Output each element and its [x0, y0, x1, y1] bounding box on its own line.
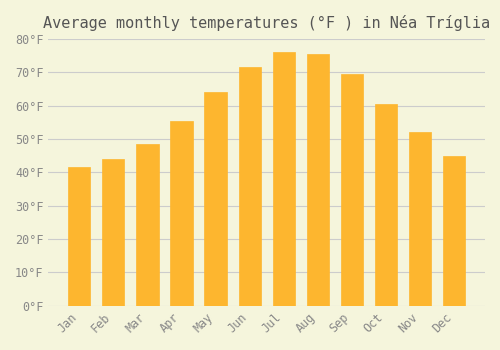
Bar — [68, 167, 90, 306]
Bar — [170, 121, 192, 306]
Bar — [272, 52, 295, 306]
Bar — [238, 68, 260, 306]
Bar — [375, 104, 397, 306]
Bar — [306, 54, 329, 306]
Bar — [341, 74, 363, 306]
Bar — [443, 156, 465, 306]
Bar — [204, 92, 227, 306]
Bar — [409, 132, 431, 306]
Bar — [102, 159, 124, 306]
Title: Average monthly temperatures (°F ) in Néa Tríglia: Average monthly temperatures (°F ) in Né… — [43, 15, 490, 31]
Bar — [136, 144, 158, 306]
